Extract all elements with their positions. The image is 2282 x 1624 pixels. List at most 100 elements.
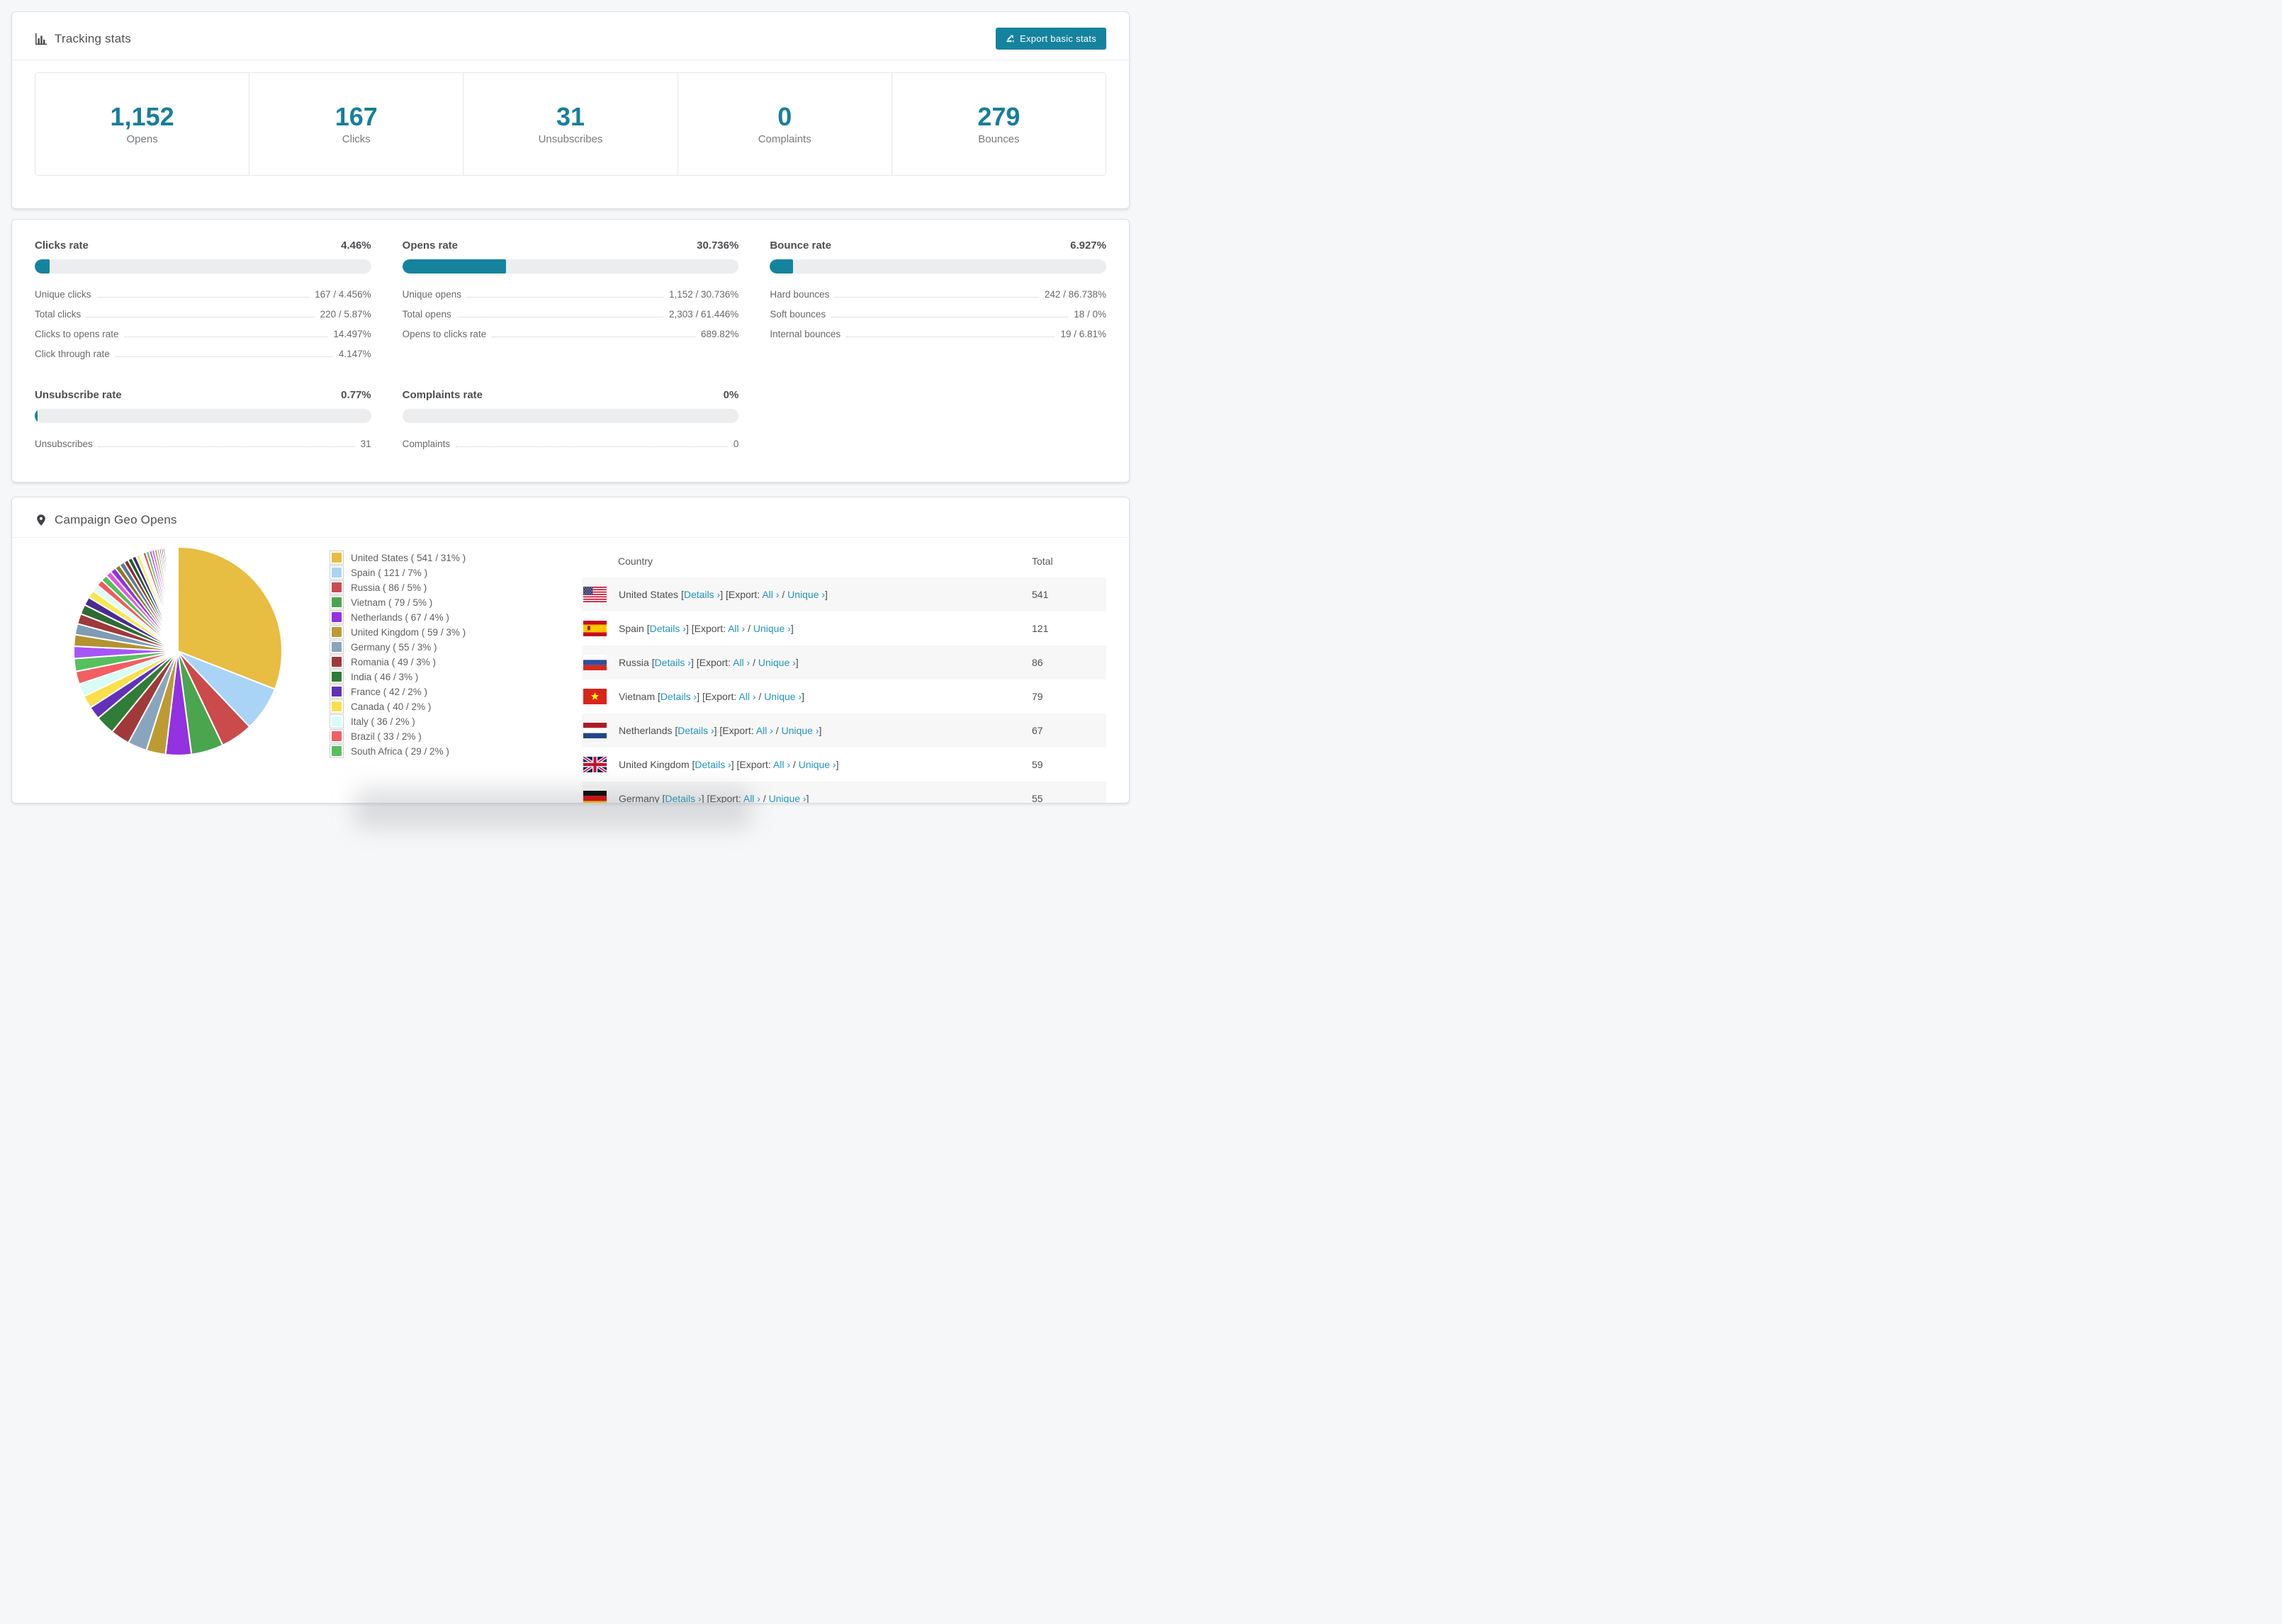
stat-value: 31: [556, 102, 585, 132]
legend-item: Romania ( 49 / 3% ): [330, 655, 542, 669]
rate-unsubscribe: Unsubscribe rate 0.77% Unsubscribes 31: [35, 389, 371, 453]
table-row: Netherlands [Details ›] [Export: All › /…: [582, 714, 1106, 748]
details-link[interactable]: Details ›: [649, 623, 686, 634]
legend-label: Germany ( 55 / 3% ): [351, 641, 437, 653]
legend-label: India ( 46 / 3% ): [351, 671, 419, 682]
stat-unsubscribes: 31 Unsubscribes: [463, 73, 677, 175]
rate-detail-row: Complaints 0: [403, 434, 739, 453]
rate-detail-value: 2,303 / 61.446%: [668, 308, 739, 320]
total-value: 86: [1032, 657, 1043, 668]
legend-swatch: [330, 699, 344, 714]
country-name: Vietnam: [619, 691, 658, 702]
rate-detail-row: Click through rate 4.147%: [35, 344, 371, 363]
rate-detail-row: Unique clicks 167 / 4.456%: [35, 284, 371, 304]
details-link[interactable]: Details ›: [683, 589, 721, 600]
legend-swatch-fill: [332, 612, 342, 622]
total-value: 59: [1032, 759, 1043, 770]
details-link[interactable]: Details ›: [654, 657, 691, 668]
export-unique-link[interactable]: Unique ›: [753, 623, 791, 634]
stat-label: Unsubscribes: [538, 132, 603, 145]
flag-ru-icon: [583, 655, 607, 670]
legend-item: Netherlands ( 67 / 4% ): [330, 610, 542, 624]
rate-title: Unsubscribe rate: [35, 389, 122, 401]
export-basic-stats-button[interactable]: Export basic stats: [996, 28, 1106, 50]
rate-detail-label: Complaints: [402, 438, 451, 449]
export-button-label: Export basic stats: [1020, 33, 1096, 44]
export-all-link[interactable]: All ›: [743, 793, 760, 803]
rate-detail-value: 220 / 5.87%: [320, 308, 371, 320]
rate-progress-bar: [35, 409, 371, 423]
export-unique-link[interactable]: Unique ›: [781, 725, 819, 736]
country-cell: Germany [Details ›] [Export: All › / Uni…: [619, 793, 809, 803]
export-all-link[interactable]: All ›: [755, 725, 773, 736]
rate-progress-bar: [402, 409, 739, 423]
rate-detail-value: 18 / 0%: [1074, 308, 1106, 320]
rate-detail-row: Opens to clicks rate 689.82%: [403, 324, 739, 344]
country-cell: United States [Details ›] [Export: All ›…: [619, 589, 828, 600]
legend-swatch-fill: [332, 716, 342, 726]
country-name: United States: [619, 589, 681, 600]
country-name: Germany: [619, 793, 663, 803]
legend-swatch-fill: [332, 627, 342, 637]
rate-detail-label: Opens to clicks rate: [402, 328, 487, 339]
details-link[interactable]: Details ›: [660, 691, 697, 702]
export-unique-link[interactable]: Unique ›: [798, 759, 836, 770]
legend-item: Canada ( 40 / 2% ): [330, 699, 542, 714]
export-all-link[interactable]: All ›: [728, 623, 746, 634]
legend-label: Spain ( 121 / 7% ): [351, 567, 428, 578]
legend-swatch: [330, 551, 344, 565]
legend-swatch: [330, 729, 344, 743]
stats-summary-row: 1,152 Opens 167 Clicks 31 Unsubscribes 0 Compla…: [35, 72, 1106, 176]
legend-swatch: [330, 655, 344, 669]
export-unique-link[interactable]: Unique ›: [758, 657, 796, 668]
country-cell: Vietnam [Details ›] [Export: All › / Uni…: [619, 691, 804, 702]
rate-progress-fill: [35, 409, 38, 423]
dotted-leader: [96, 296, 310, 298]
rate-detail-label: Internal bounces: [770, 328, 841, 339]
details-link[interactable]: Details ›: [695, 759, 731, 770]
rate-detail-label: Unique opens: [402, 288, 461, 300]
page: Tracking stats Export basic stats 1,152 O…: [0, 0, 1141, 803]
country-cell: Netherlands [Details ›] [Export: All › /…: [619, 725, 822, 736]
export-unique-link[interactable]: Unique ›: [787, 589, 826, 600]
rate-progress-fill: [402, 259, 506, 274]
rate-detail-label: Hard bounces: [770, 288, 830, 300]
export-all-link[interactable]: All ›: [733, 657, 751, 668]
country-name: Netherlands: [619, 725, 675, 736]
stat-value: 167: [335, 102, 378, 132]
total-column-header: Total: [1032, 556, 1053, 567]
details-link[interactable]: Details ›: [678, 725, 714, 736]
export-unique-link[interactable]: Unique ›: [768, 793, 806, 803]
legend-label: Russia ( 86 / 5% ): [351, 582, 427, 593]
rate-detail-row: Clicks to opens rate 14.497%: [35, 324, 371, 344]
stat-value: 1,152: [110, 102, 174, 132]
export-all-link[interactable]: All ›: [738, 691, 756, 702]
legend-swatch-fill: [332, 597, 342, 607]
rate-detail-value: 19 / 6.81%: [1060, 328, 1106, 339]
legend-item: Brazil ( 33 / 2% ): [330, 729, 542, 743]
details-link[interactable]: Details ›: [665, 793, 702, 803]
rate-detail-label: Unsubscribes: [35, 438, 93, 449]
total-value: 541: [1032, 589, 1049, 600]
rate-detail-label: Click through rate: [35, 348, 110, 359]
stat-complaints: 0 Complaints: [677, 73, 892, 175]
rate-detail-label: Unique clicks: [35, 288, 91, 300]
export-all-link[interactable]: All ›: [762, 589, 780, 600]
rate-detail-value: 31: [360, 438, 371, 449]
rate-progress-bar: [35, 259, 371, 274]
table-row: United Kingdom [Details ›] [Export: All …: [582, 748, 1106, 782]
legend-swatch-fill: [332, 731, 342, 741]
map-pin-icon: [35, 514, 47, 526]
dotted-leader: [835, 296, 1039, 298]
export-all-link[interactable]: All ›: [772, 759, 791, 770]
dotted-leader: [456, 446, 728, 447]
legend-item: Russia ( 86 / 5% ): [330, 580, 542, 594]
rate-head: Clicks rate 4.46%: [35, 239, 371, 252]
export-unique-link[interactable]: Unique ›: [764, 691, 802, 702]
legend-swatch-fill: [332, 672, 342, 682]
rate-head: Opens rate 30.736%: [403, 239, 739, 252]
legend-label: Brazil ( 33 / 2% ): [351, 731, 422, 742]
rate-head: Bounce rate 6.927%: [770, 239, 1106, 252]
legend-item: India ( 46 / 3% ): [330, 670, 542, 684]
legend-item: France ( 42 / 2% ): [330, 684, 542, 699]
